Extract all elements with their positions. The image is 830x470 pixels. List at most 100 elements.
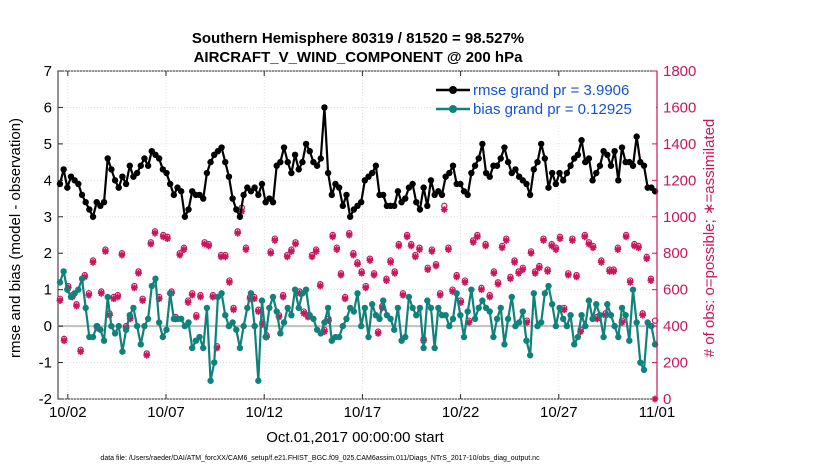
obs-assimilated-marker	[593, 315, 601, 323]
bias-point	[302, 286, 310, 293]
rmse-point	[122, 180, 130, 188]
obs-assimilated-marker	[271, 237, 279, 244]
obs-assimilated-marker	[540, 237, 547, 244]
rmse-point	[464, 191, 471, 199]
bias-point	[593, 301, 600, 308]
obs-assimilated-marker	[275, 313, 283, 321]
rmse-point	[60, 166, 67, 173]
rmse-point	[56, 180, 64, 188]
rmse-point	[563, 169, 571, 177]
rmse-point	[321, 104, 328, 111]
obs-assimilated-marker	[217, 253, 225, 261]
bias-point	[60, 268, 67, 275]
obs-assimilated-marker	[126, 315, 134, 323]
bias-point	[258, 297, 266, 304]
rmse-point	[427, 177, 435, 184]
rmse-point	[126, 162, 133, 169]
bias-point	[545, 282, 552, 290]
rmse-point	[75, 180, 82, 188]
left-y-axis-label: rmse and bias (model - observation)	[7, 118, 24, 358]
rmse-point	[578, 137, 585, 144]
bias-point	[604, 301, 611, 308]
bias-point	[453, 290, 460, 297]
bias-point	[240, 322, 247, 330]
bias-point	[471, 315, 479, 323]
rmse-point	[155, 155, 163, 162]
obs-assimilated-marker	[151, 229, 159, 237]
obs-assimilated-marker	[205, 242, 213, 250]
bias-point	[402, 333, 409, 341]
rmse-point	[493, 162, 501, 169]
bias-point	[409, 304, 416, 312]
left-tick-label: -1	[39, 355, 52, 372]
rmse-point	[530, 166, 538, 173]
obs-assimilated-marker	[428, 248, 436, 255]
chart-title-line1: Southern Hemisphere 80319 / 81520 = 98.5…	[192, 30, 524, 47]
rmse-point	[633, 133, 640, 140]
rmse-point	[317, 155, 324, 162]
bias-point	[78, 275, 86, 282]
rmse-point	[607, 162, 615, 169]
bias-point	[104, 293, 111, 301]
right-axis-ticks: 0 200 400 600 800 1000 1200 1400 1600 1800	[652, 63, 696, 408]
obs-assimilated-marker	[610, 268, 618, 275]
obs-assimilated-marker	[560, 306, 568, 314]
obs-assimilated-marker	[300, 309, 308, 317]
x-tick-label: 10/02	[49, 404, 87, 421]
rmse-point	[82, 199, 89, 206]
rmse-point	[548, 169, 556, 177]
bias-point	[416, 304, 424, 312]
bias-point	[574, 333, 582, 341]
bias-point	[111, 330, 119, 337]
obs-assimilated-marker	[337, 271, 345, 279]
bias-point	[288, 311, 295, 319]
x-tick-label: 10/27	[540, 404, 578, 421]
rmse-point	[64, 184, 71, 191]
obs-assimilated-marker	[568, 237, 576, 244]
bias-point	[640, 366, 648, 374]
bias-point	[552, 322, 560, 330]
bias-point	[273, 308, 280, 315]
legend-rmse-label: rmse grand pr = 3.9906	[473, 82, 629, 99]
obs-assimilated-marker	[283, 253, 291, 261]
obs-assimilated-marker	[254, 308, 262, 315]
obs-assimilated-marker	[531, 269, 539, 277]
obs-possible-marker	[651, 317, 659, 324]
rmse-point	[166, 180, 174, 188]
right-tick-label: 400	[663, 318, 688, 335]
obs-assimilated-marker	[482, 242, 490, 250]
rmse-point	[104, 155, 111, 162]
bias-point	[152, 275, 159, 282]
obs-assimilated-marker	[494, 280, 502, 288]
rmse-point	[380, 191, 387, 199]
rmse-point	[280, 144, 288, 151]
obs-assimilated-marker	[523, 319, 531, 326]
bias-point	[394, 304, 402, 312]
bias-point	[475, 304, 482, 312]
legend-bias-label: bias grand pr = 0.12925	[473, 101, 632, 118]
bias-point	[159, 333, 167, 341]
obs-assimilated-marker	[56, 297, 64, 304]
bias-point	[211, 359, 218, 366]
obs-assimilated-marker	[515, 269, 523, 277]
bias-point	[335, 333, 343, 341]
obs-assimilated-marker	[461, 278, 469, 286]
obs-assimilated-marker	[589, 244, 597, 252]
bias-point	[200, 344, 207, 352]
bias-point	[501, 341, 508, 348]
rmse-point	[269, 199, 277, 206]
obs-assimilated-marker	[573, 273, 580, 281]
rmse-point	[593, 169, 600, 177]
obs-assimilated-marker	[445, 246, 452, 253]
right-tick-label: 0	[663, 391, 671, 408]
rmse-point	[163, 169, 170, 177]
rmse-point	[574, 151, 582, 159]
left-tick-label: 1	[44, 282, 52, 299]
obs-assimilated-marker	[89, 258, 97, 266]
bias-point	[133, 322, 141, 330]
obs-assimilated-marker	[597, 258, 605, 266]
bias-point	[244, 304, 251, 312]
obs-assimilated-marker	[143, 351, 151, 359]
rmse-point	[185, 206, 192, 213]
bias-point	[468, 286, 475, 293]
